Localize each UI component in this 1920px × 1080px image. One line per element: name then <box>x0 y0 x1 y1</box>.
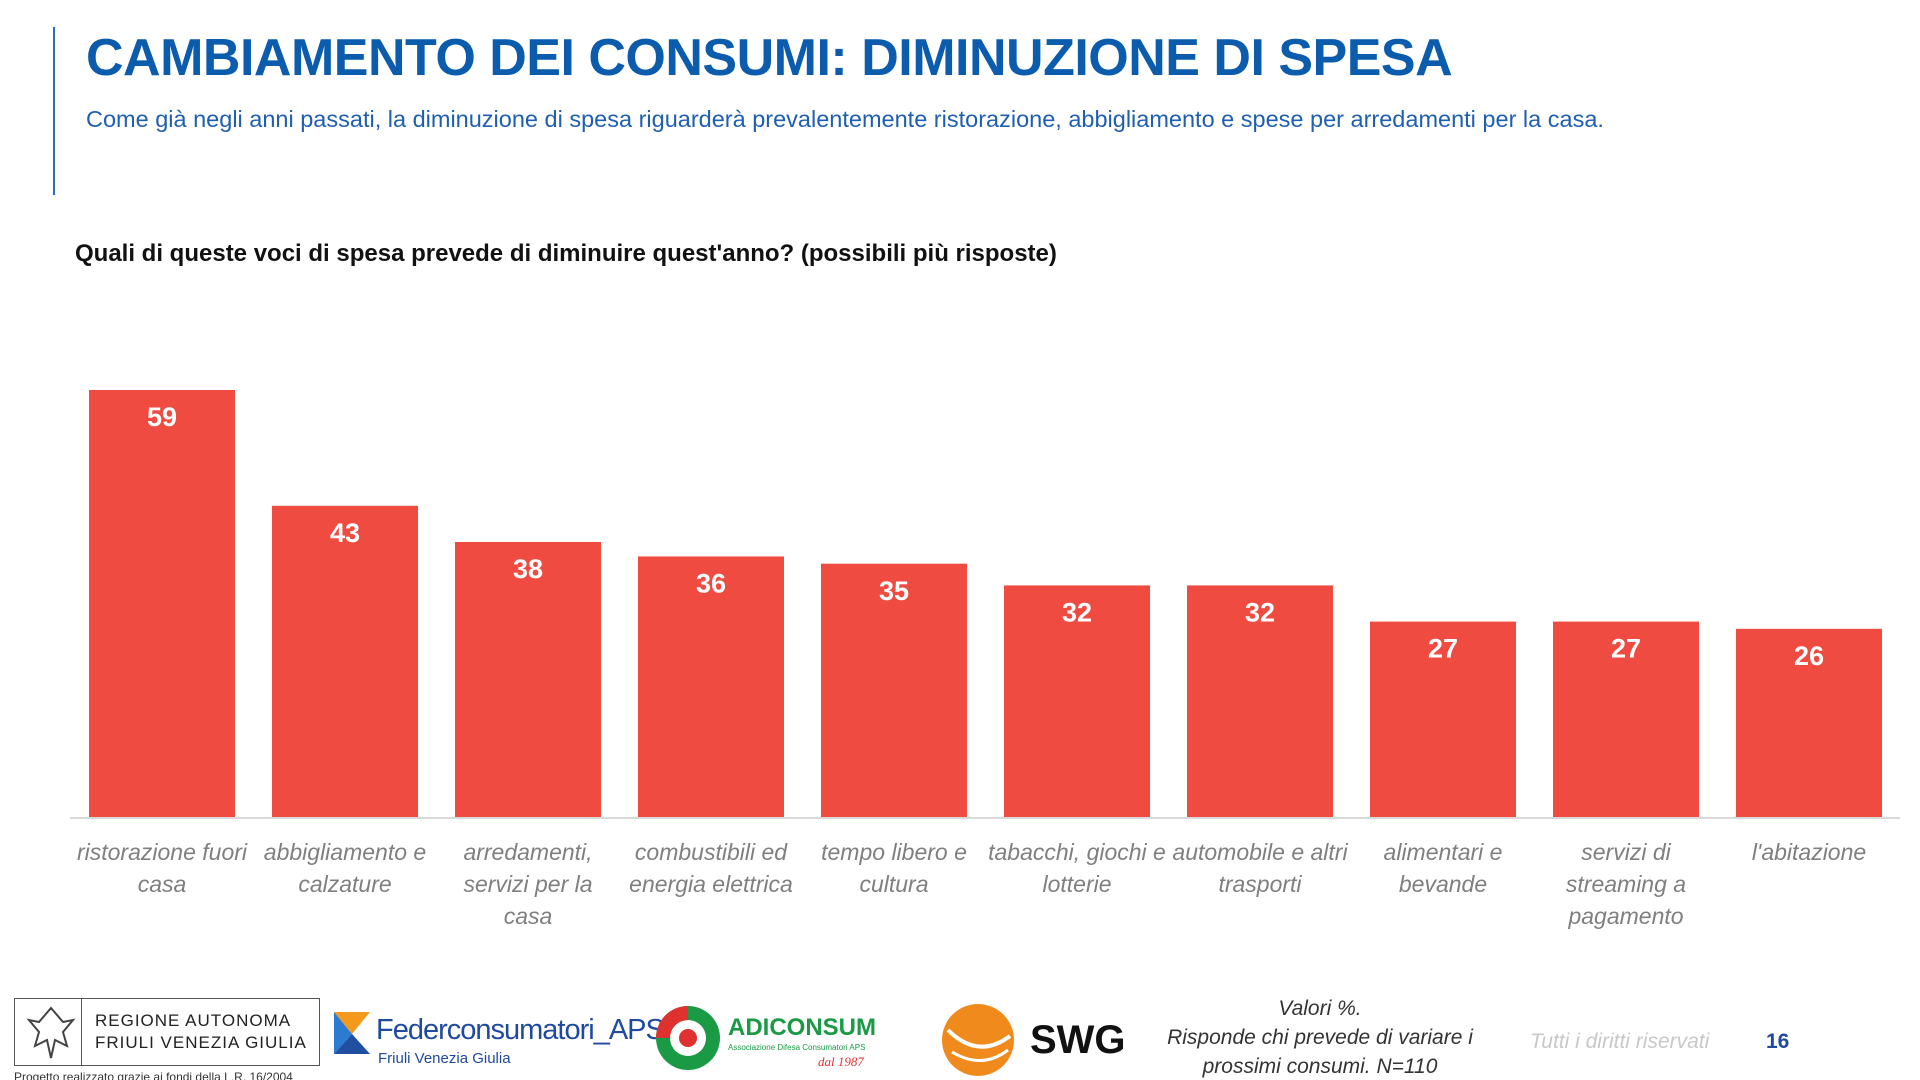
x-tick-label: ristorazione fuori casa <box>76 839 248 897</box>
swg-icon <box>942 1004 1014 1076</box>
bar <box>821 563 967 817</box>
note-line: Valori %. <box>1278 997 1362 1020</box>
bar <box>1187 585 1333 817</box>
x-tick-label: alimentari e bevande <box>1383 839 1503 897</box>
x-tick-label: combustibili ed energia elettrica <box>629 839 793 897</box>
bar <box>1004 585 1150 817</box>
bar <box>455 541 601 817</box>
federconsumatori-sub: Friuli Venezia Giulia <box>378 1050 511 1067</box>
federconsumatori-name: Federconsumatori_APS <box>376 1014 665 1046</box>
project-note: Progetto realizzato grazie ai fondi dell… <box>14 1070 293 1080</box>
x-tick-label: tabacchi, giochi e lotterie <box>988 839 1166 897</box>
page-number: 16 <box>1766 1030 1790 1053</box>
value-label: 38 <box>513 554 543 584</box>
value-label: 27 <box>1428 634 1458 664</box>
note-line: prossimi consumi. N=110 <box>1202 1055 1438 1078</box>
slide-title: CAMBIAMENTO DEI CONSUMI: DIMINUZIONE DI … <box>86 29 1453 87</box>
x-tick-label: automobile e altri trasporti <box>1172 839 1348 897</box>
adiconsum-sub: Associazione Difesa Consumatori APS <box>728 1043 866 1052</box>
note-line: Risponde chi prevede di variare i <box>1167 1026 1473 1049</box>
bar <box>272 505 418 817</box>
value-label: 26 <box>1794 641 1824 671</box>
value-label: 32 <box>1062 598 1092 628</box>
slide-subtitle: Come già negli anni passati, la diminuzi… <box>86 106 1604 132</box>
x-tick-label: tempo libero e cultura <box>821 839 967 897</box>
value-label: 35 <box>879 576 909 606</box>
source-note: Valori %. Risponde chi prevede di variar… <box>1160 994 1480 1080</box>
region-logo: REGIONE AUTONOMA FRIULI VENEZIA GIULIA <box>14 998 320 1066</box>
value-label: 27 <box>1611 634 1641 664</box>
x-tick-label: abbigliamento e calzature <box>263 839 427 897</box>
bar <box>1370 621 1516 817</box>
rights: Tutti i diritti riservati <box>1530 1030 1710 1053</box>
chart-title: Quali di queste voci di spesa prevede di… <box>75 240 1057 267</box>
x-tick-label: arredamenti, servizi per la casa <box>463 839 593 929</box>
bar <box>89 390 235 817</box>
bar <box>638 556 784 817</box>
region-text: FRIULI VENEZIA GIULIA <box>95 1033 307 1052</box>
accent-line <box>53 27 55 195</box>
region-text: REGIONE AUTONOMA <box>95 1011 292 1030</box>
bar <box>1553 621 1699 817</box>
bar <box>1736 628 1882 817</box>
x-tick-label: servizi di streaming a pagamento <box>1565 839 1687 929</box>
value-label: 59 <box>147 402 177 432</box>
swg-name: SWG <box>1030 1018 1126 1062</box>
x-tick-label: l'abitazione <box>1751 839 1867 865</box>
adiconsum-icon <box>656 1006 720 1070</box>
adiconsum-name: ADICONSUM <box>728 1014 876 1041</box>
value-label: 36 <box>696 569 726 599</box>
eagle-icon <box>26 1006 76 1059</box>
value-label: 43 <box>330 518 360 548</box>
value-label: 32 <box>1245 598 1275 628</box>
adiconsum-since: dal 1987 <box>818 1054 864 1069</box>
federconsumatori-icon <box>334 1012 370 1054</box>
